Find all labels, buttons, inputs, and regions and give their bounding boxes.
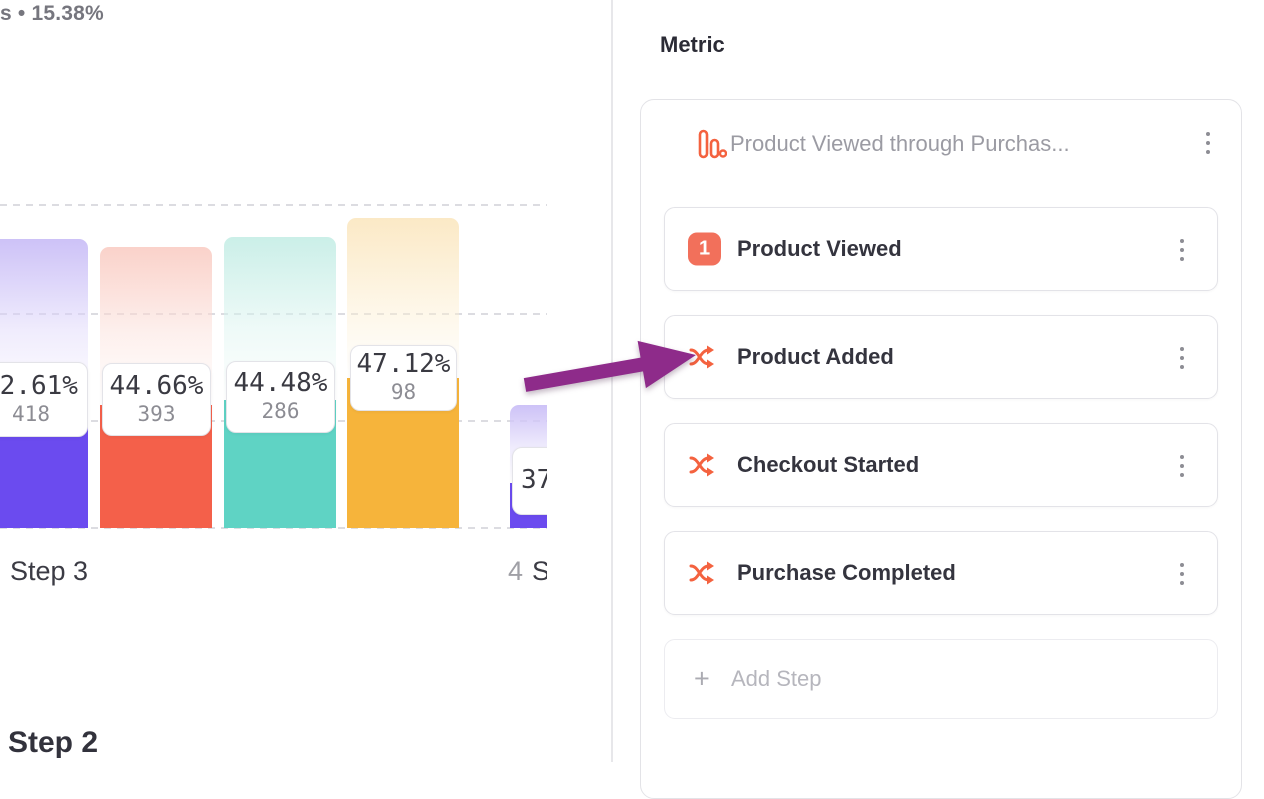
shuffle-icon — [689, 345, 714, 369]
overall-conversion-label: s • 15.38% — [0, 2, 104, 25]
step-label: Checkout Started — [737, 452, 920, 477]
plus-icon: + — [694, 663, 710, 694]
add-step-label: Add Step — [731, 666, 822, 691]
panel-heading: Metric — [660, 32, 725, 57]
step-kebab-menu[interactable] — [1170, 557, 1194, 591]
conversion-pct: 47.12% — [356, 349, 451, 380]
bar-value-tooltip: 44.48% 286 — [226, 361, 335, 433]
step-kebab-menu[interactable] — [1170, 233, 1194, 267]
step-row-product-added[interactable]: Product Added — [664, 315, 1218, 399]
conversion-pct: 37. — [521, 465, 547, 496]
conversion-pct: 44.66% — [109, 370, 204, 401]
add-step-button[interactable]: + Add Step — [664, 639, 1218, 719]
conversion-pct: 44.48% — [233, 368, 328, 399]
conversion-count: 418 — [12, 401, 50, 426]
bar-value-tooltip: 44.66% 393 — [102, 363, 211, 436]
x-axis-group-label: Step 3 — [10, 556, 89, 586]
step-number: 4 — [508, 556, 524, 586]
gridline — [0, 204, 547, 206]
conversion-pct: 42.61% — [0, 370, 78, 401]
bar-value-tooltip: 42.61% 418 — [0, 362, 88, 437]
step-label: Product Viewed — [737, 236, 902, 261]
conversion-count: 393 — [137, 401, 176, 426]
shuffle-icon — [689, 561, 714, 585]
step-row-purchase-completed[interactable]: Purchase Completed — [664, 531, 1218, 615]
step-number-badge: 1 — [688, 232, 721, 266]
step-label: Purchase Completed — [737, 560, 956, 585]
bar-value-tooltip: 47.12% 98 — [350, 345, 457, 411]
panel-divider — [611, 0, 613, 762]
step-name: Step 4 — [532, 556, 547, 586]
metric-kebab-menu[interactable] — [1196, 126, 1220, 160]
funnel-bars-icon — [698, 129, 727, 159]
step-label: Product Added — [737, 344, 894, 369]
step-row-product-viewed[interactable]: 1 Product Viewed — [664, 207, 1218, 291]
step-kebab-menu[interactable] — [1170, 449, 1194, 483]
bar-value-tooltip: 37. — [512, 447, 547, 515]
funnel-chart-area: s • 15.38% 42.61% 418 44.66% 393 44.48% … — [0, 0, 547, 762]
conversion-count: 98 — [390, 380, 417, 405]
step-kebab-menu[interactable] — [1170, 341, 1194, 375]
gridline — [0, 527, 547, 529]
metric-title[interactable]: Product Viewed through Purchas... — [730, 131, 1070, 156]
conversion-count: 286 — [261, 399, 300, 424]
x-axis-group-label: 4 Step 4 — [508, 556, 547, 587]
shuffle-icon — [689, 453, 714, 477]
step-row-checkout-started[interactable]: Checkout Started — [664, 423, 1218, 507]
section-heading-step2: Step 2 — [8, 726, 99, 759]
